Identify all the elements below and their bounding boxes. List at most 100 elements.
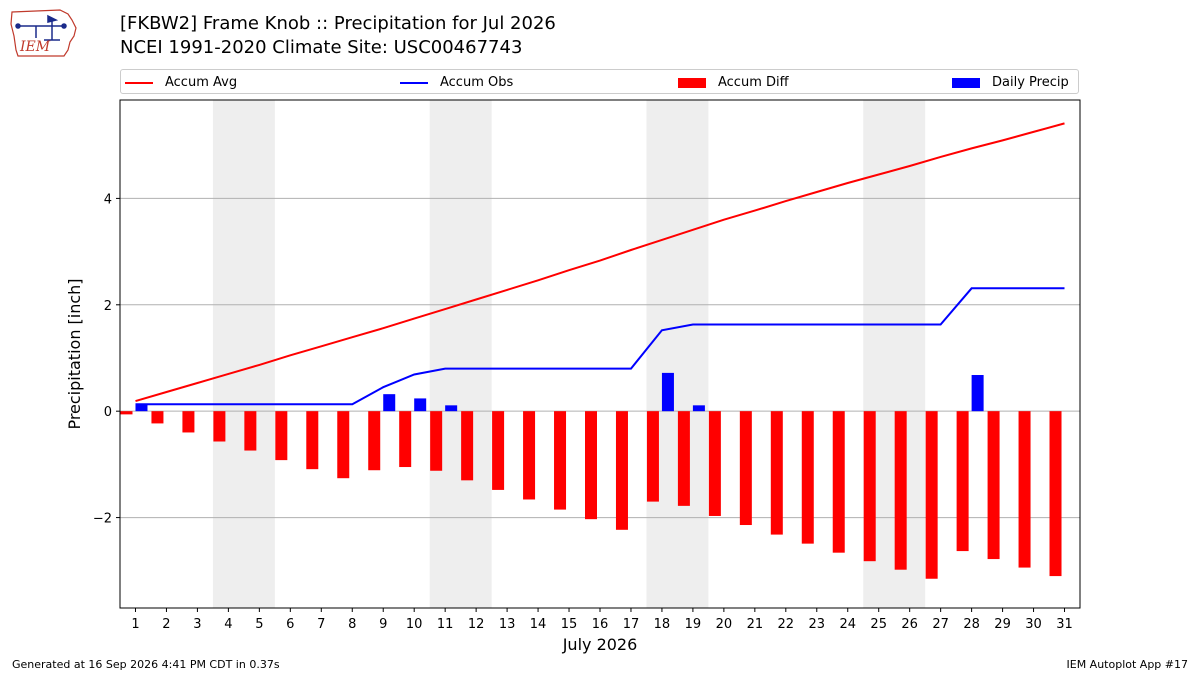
legend-item-daily-precip: Daily Precip (952, 70, 1069, 95)
accum-diff-bar (151, 411, 164, 424)
y-tick-label: 4 (104, 192, 112, 207)
x-tick-label: 5 (255, 617, 263, 632)
chart-legend: Accum Avg Accum Obs Accum Diff Daily Pre… (120, 69, 1079, 94)
x-tick-label: 9 (379, 617, 387, 632)
accum-obs-line (135, 287, 1065, 406)
x-tick-label: 8 (348, 617, 356, 632)
x-tick-label: 29 (994, 617, 1011, 632)
legend-label-accum-avg: Accum Avg (165, 75, 238, 90)
legend-label-daily-precip: Daily Precip (992, 75, 1069, 90)
accum-diff-bar (244, 411, 257, 451)
x-tick-label: 22 (778, 617, 795, 632)
accum-diff-bar (585, 411, 597, 520)
x-tick-label: 28 (963, 617, 980, 632)
chart-subtitle: NCEI 1991-2020 Climate Site: USC00467743 (120, 37, 523, 58)
accum-diff-bar (615, 411, 628, 530)
y-tick-label: 0 (104, 405, 112, 420)
accum-diff-bar (182, 411, 195, 433)
x-tick-label: 13 (499, 617, 516, 632)
daily-precip-bar (135, 404, 148, 412)
accum-diff-bar (677, 411, 690, 506)
accum-diff-bar (925, 411, 938, 579)
accum-diff-bar (863, 411, 876, 562)
x-tick-label: 23 (809, 617, 826, 632)
iowa-outline-icon (10, 9, 77, 57)
x-tick-label: 19 (685, 617, 702, 632)
weekend-band (646, 100, 709, 608)
accum-diff-bar (832, 411, 845, 553)
x-tick-label: 7 (317, 617, 325, 632)
x-tick-label: 21 (747, 617, 764, 632)
x-tick-label: 20 (716, 617, 733, 632)
x-tick-label: 30 (1025, 617, 1042, 632)
accum-diff-bar (120, 411, 133, 415)
accum-diff-bar (554, 411, 567, 510)
accum-diff-bar (523, 411, 536, 500)
accum-avg-line (135, 122, 1065, 403)
autoplot-app-label: IEM Autoplot App #17 (1066, 658, 1189, 671)
y-axis-label: Precipitation [inch] (65, 278, 84, 429)
x-tick-label: 16 (592, 617, 609, 632)
x-tick-label: 31 (1056, 617, 1073, 632)
accum-diff-bar (275, 411, 288, 461)
daily-precip-bar (383, 394, 396, 412)
x-tick-label: 17 (623, 617, 640, 632)
x-tick-label: 25 (870, 617, 887, 632)
legend-item-accum-obs: Accum Obs (400, 70, 513, 95)
accum-diff-bar (399, 411, 412, 468)
accum-diff-bar (213, 411, 226, 442)
x-tick-label: 2 (162, 617, 170, 632)
x-tick-label: 18 (654, 617, 671, 632)
daily-precip-bar (414, 398, 427, 412)
accum-diff-bar (956, 411, 969, 552)
accum-diff-bar (1018, 411, 1031, 568)
x-tick-label: 15 (561, 617, 578, 632)
daily-precip-bar (661, 372, 674, 412)
legend-label-accum-obs: Accum Obs (440, 75, 514, 90)
legend-swatch-accum-diff (678, 77, 706, 88)
daily-precip-bar (445, 405, 458, 412)
accum-diff-bar (894, 411, 907, 570)
x-axis-label: July 2026 (562, 635, 638, 654)
y-tick-label: 2 (104, 299, 112, 314)
daily-precip-bar (971, 375, 984, 412)
accum-diff-bar (801, 411, 814, 544)
accum-diff-bar (708, 411, 721, 516)
accum-diff-bar (430, 411, 443, 471)
iem-logo: IEM (10, 9, 77, 57)
accum-diff-bar (306, 411, 319, 470)
weekend-band (212, 100, 275, 608)
legend-swatch-accum-obs (400, 81, 428, 84)
accum-diff-bar (368, 411, 381, 471)
logo-text: IEM (19, 39, 51, 55)
legend-label-accum-diff: Accum Diff (718, 75, 789, 90)
x-tick-label: 3 (193, 617, 201, 632)
accum-diff-bar (461, 411, 474, 481)
y-tick-label: −2 (93, 512, 112, 527)
x-tick-label: 4 (224, 617, 232, 632)
legend-swatch-accum-avg (125, 81, 153, 84)
weekend-band (429, 100, 492, 608)
x-tick-label: 27 (932, 617, 949, 632)
x-tick-label: 12 (468, 617, 485, 632)
x-tick-label: 24 (839, 617, 856, 632)
x-tick-label: 1 (131, 617, 139, 632)
legend-item-accum-avg: Accum Avg (125, 70, 237, 95)
accum-diff-bar (337, 411, 350, 479)
x-tick-label: 26 (901, 617, 918, 632)
generated-note: Generated at 16 Sep 2026 4:41 PM CDT in … (12, 658, 280, 671)
accum-diff-bar (492, 411, 505, 490)
weather-station-icon (15, 14, 67, 41)
accum-diff-bar (770, 411, 783, 535)
x-tick-label: 11 (437, 617, 454, 632)
accum-diff-bar (739, 411, 752, 526)
accum-diff-bar (1049, 411, 1062, 577)
accum-diff-bar (646, 411, 659, 502)
daily-precip-bar (692, 405, 705, 412)
x-tick-label: 6 (286, 617, 294, 632)
x-tick-label: 10 (406, 617, 423, 632)
x-tick-label: 14 (530, 617, 547, 632)
legend-swatch-daily-precip (952, 77, 980, 88)
legend-item-accum-diff: Accum Diff (678, 70, 789, 95)
